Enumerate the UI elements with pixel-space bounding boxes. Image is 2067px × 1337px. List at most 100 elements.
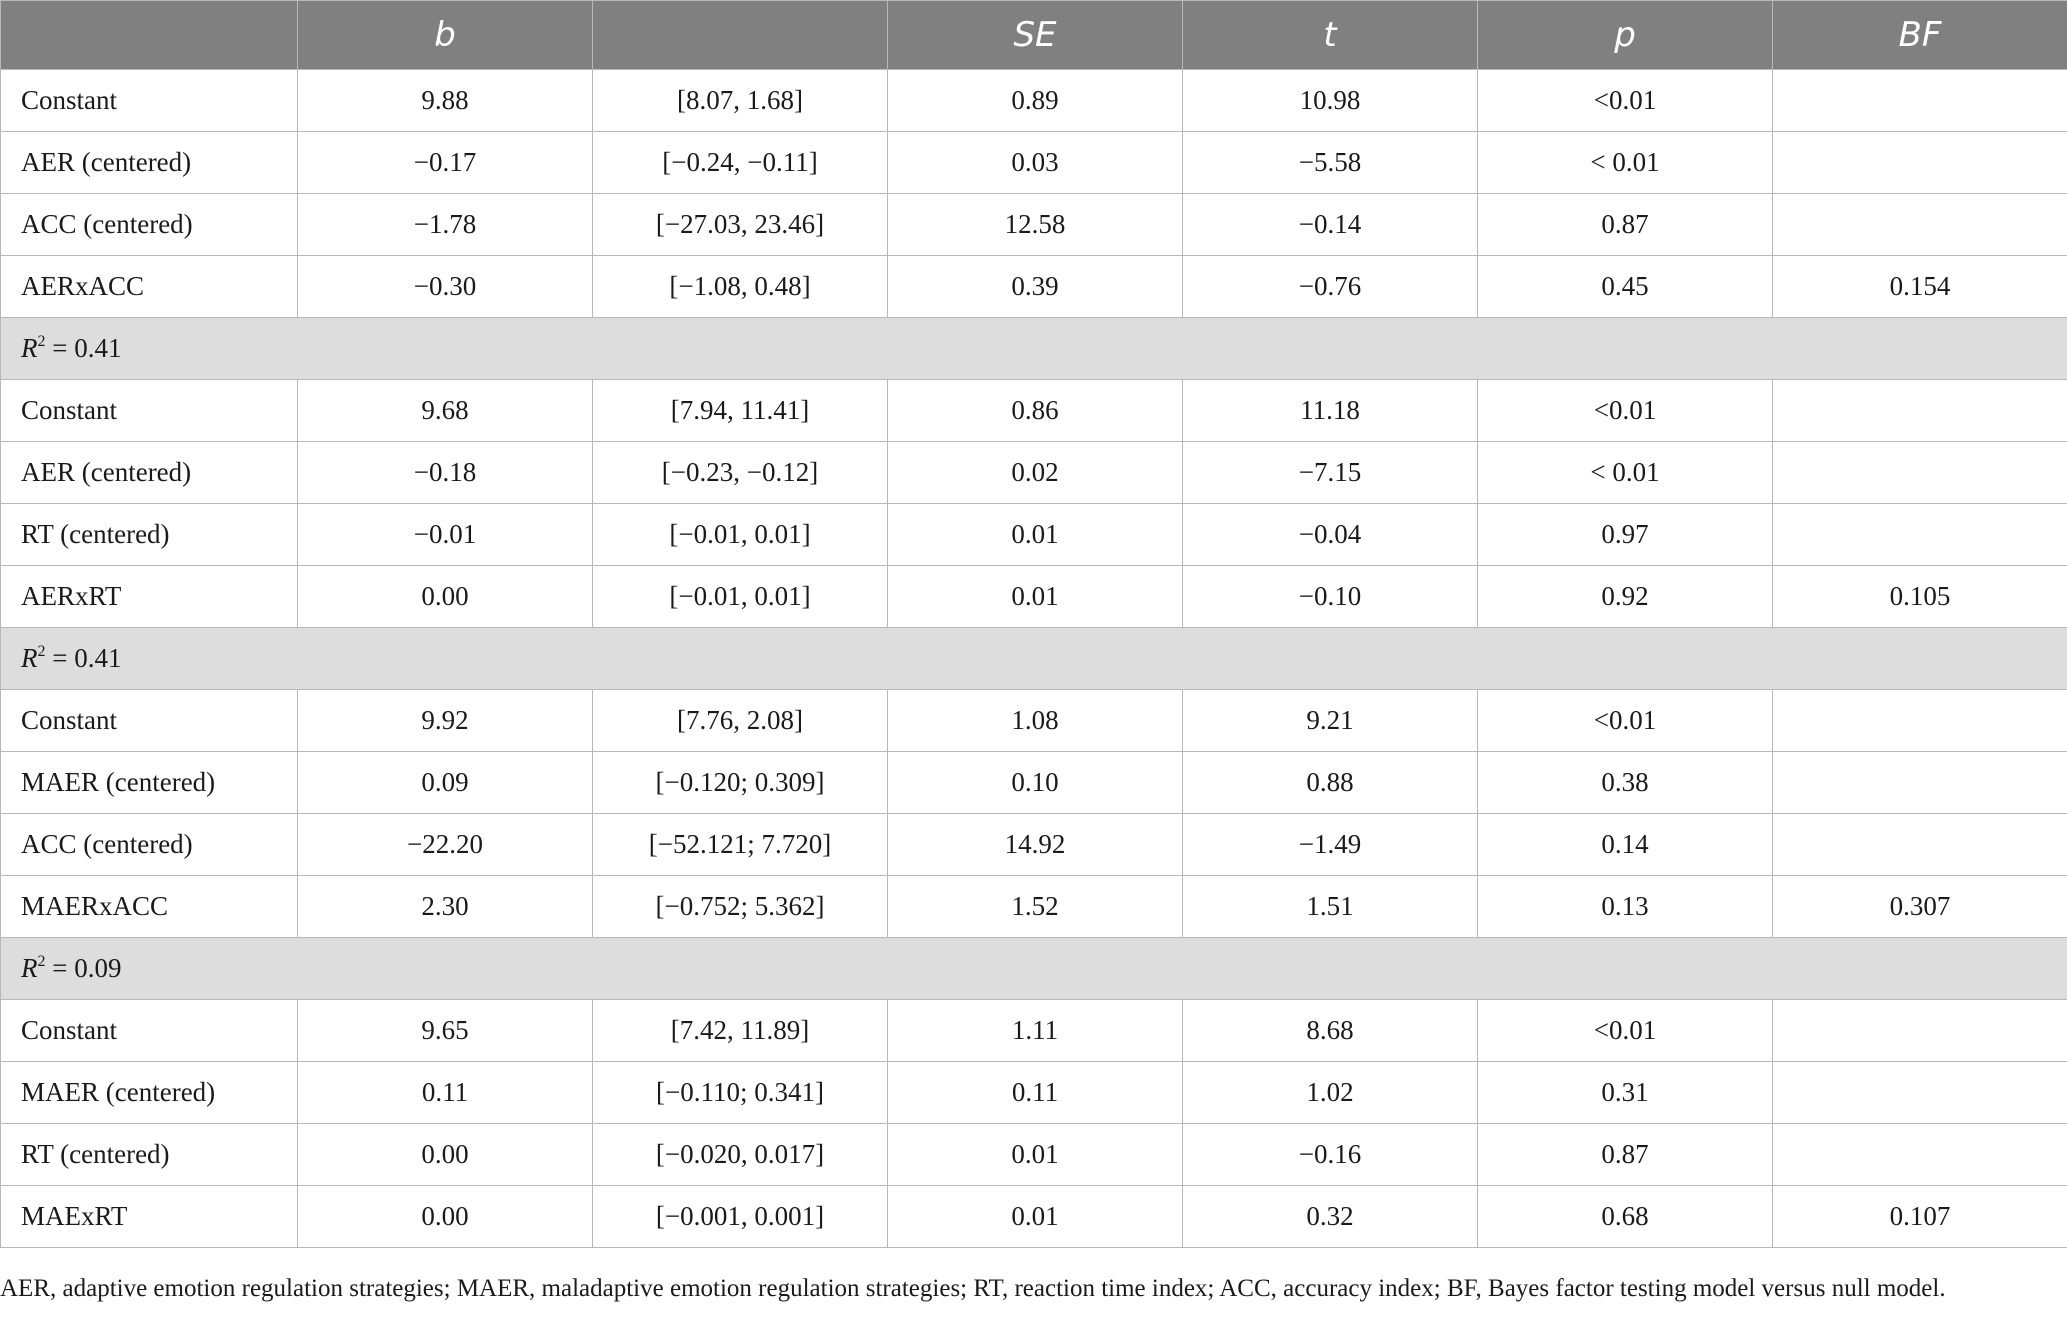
- cell-term: RT (centered): [0, 1123, 298, 1186]
- cell-t: 1.51: [1182, 875, 1478, 938]
- r-squared-cell: R2 = 0.41: [0, 627, 2067, 690]
- table-footnote: AER, adaptive emotion regulation strateg…: [0, 1275, 1946, 1302]
- cell-t: −7.15: [1182, 441, 1478, 504]
- r-squared-cell: R2 = 0.41: [0, 317, 2067, 380]
- cell-se: 0.10: [887, 751, 1183, 814]
- cell-bf: [1772, 813, 2067, 876]
- cell-se: 12.58: [887, 193, 1183, 256]
- cell-t: 1.02: [1182, 1061, 1478, 1124]
- cell-se: 1.52: [887, 875, 1183, 938]
- r-squared-value: 0.09: [74, 953, 122, 983]
- cell-bf: 0.107: [1772, 1185, 2067, 1248]
- model-fit-row: R2 = 0.09: [0, 937, 2067, 1000]
- cell-ci: [−0.001, 0.001]: [592, 1185, 888, 1248]
- cell-ci: [7.76, 2.08]: [592, 689, 888, 752]
- cell-p: 0.97: [1477, 503, 1773, 566]
- header-term: [0, 0, 298, 70]
- table-row: Constant 9.88 [8.07, 1.68] 0.89 10.98 <0.01: [0, 69, 2067, 132]
- cell-b: 9.68: [297, 379, 593, 442]
- cell-p: 0.31: [1477, 1061, 1773, 1124]
- cell-b: 2.30: [297, 875, 593, 938]
- cell-b: 9.92: [297, 689, 593, 752]
- cell-ci: [−52.121; 7.720]: [592, 813, 888, 876]
- cell-term: Constant: [0, 69, 298, 132]
- cell-t: −0.10: [1182, 565, 1478, 628]
- cell-bf: [1772, 1123, 2067, 1186]
- cell-bf: 0.154: [1772, 255, 2067, 318]
- cell-p: 0.92: [1477, 565, 1773, 628]
- r-squared-symbol: R: [21, 643, 38, 673]
- cell-b: 9.65: [297, 999, 593, 1062]
- cell-bf: [1772, 503, 2067, 566]
- cell-term: Constant: [0, 689, 298, 752]
- cell-ci: [−1.08, 0.48]: [592, 255, 888, 318]
- cell-se: 0.01: [887, 1123, 1183, 1186]
- r-squared-exponent: 2: [37, 953, 46, 970]
- cell-p: 0.87: [1477, 1123, 1773, 1186]
- cell-b: 0.00: [297, 565, 593, 628]
- r-squared-cell: R2 = 0.09: [0, 937, 2067, 1000]
- cell-term: Constant: [0, 379, 298, 442]
- cell-se: 1.11: [887, 999, 1183, 1062]
- cell-term: AERxRT: [0, 565, 298, 628]
- r-squared-equals: =: [45, 953, 75, 983]
- cell-b: 0.00: [297, 1123, 593, 1186]
- table-row: Constant 9.68 [7.94, 11.41] 0.86 11.18 <0.01: [0, 379, 2067, 442]
- cell-t: −5.58: [1182, 131, 1478, 194]
- cell-ci: [−27.03, 23.46]: [592, 193, 888, 256]
- cell-bf: [1772, 999, 2067, 1062]
- cell-term: AER (centered): [0, 131, 298, 194]
- header-bf: BF: [1772, 0, 2067, 70]
- cell-p: 0.13: [1477, 875, 1773, 938]
- cell-p: < 0.01: [1477, 441, 1773, 504]
- cell-p: <0.01: [1477, 689, 1773, 752]
- cell-p: <0.01: [1477, 379, 1773, 442]
- cell-b: −22.20: [297, 813, 593, 876]
- model-fit-row: R2 = 0.41: [0, 317, 2067, 380]
- r-squared-exponent: 2: [37, 643, 46, 660]
- cell-p: 0.68: [1477, 1185, 1773, 1248]
- table-row: MAER (centered) 0.11 [−0.110; 0.341] 0.11 1.…: [0, 1061, 2067, 1124]
- table-row: ACC (centered) −1.78 [−27.03, 23.46] 12.58−…: [0, 193, 2067, 256]
- cell-b: −0.18: [297, 441, 593, 504]
- cell-b: −0.01: [297, 503, 593, 566]
- table-row: RT (centered) −0.01 [−0.01, 0.01] 0.01 −0.04…: [0, 503, 2067, 566]
- cell-bf: [1772, 751, 2067, 814]
- cell-ci: [8.07, 1.68]: [592, 69, 888, 132]
- cell-b: 0.11: [297, 1061, 593, 1124]
- cell-b: 0.00: [297, 1185, 593, 1248]
- cell-t: −0.76: [1182, 255, 1478, 318]
- table-row: MAERxACC 2.30 [−0.752; 5.362] 1.52 1.51 0.13 0…: [0, 875, 2067, 938]
- cell-t: −0.04: [1182, 503, 1478, 566]
- cell-term: AERxACC: [0, 255, 298, 318]
- header-ci: [592, 0, 888, 70]
- cell-b: 9.88: [297, 69, 593, 132]
- table-row: AER (centered) −0.18 [−0.23, −0.12] 0.02 −7.…: [0, 441, 2067, 504]
- r-squared-equals: =: [45, 333, 75, 363]
- cell-term: MAERxACC: [0, 875, 298, 938]
- header-b: b: [297, 0, 593, 70]
- r-squared-symbol: R: [21, 333, 38, 363]
- cell-bf: [1772, 379, 2067, 442]
- cell-p: 0.87: [1477, 193, 1773, 256]
- cell-term: MAER (centered): [0, 751, 298, 814]
- header-t: t: [1182, 0, 1478, 70]
- table-row: AER (centered) −0.17 [−0.24, −0.11] 0.03 −5.…: [0, 131, 2067, 194]
- cell-ci: [−0.020, 0.017]: [592, 1123, 888, 1186]
- cell-term: MAExRT: [0, 1185, 298, 1248]
- cell-b: −1.78: [297, 193, 593, 256]
- cell-se: 0.11: [887, 1061, 1183, 1124]
- cell-se: 0.39: [887, 255, 1183, 318]
- r-squared-exponent: 2: [37, 333, 46, 350]
- cell-p: <0.01: [1477, 999, 1773, 1062]
- cell-bf: [1772, 69, 2067, 132]
- cell-term: Constant: [0, 999, 298, 1062]
- cell-t: −1.49: [1182, 813, 1478, 876]
- cell-bf: 0.307: [1772, 875, 2067, 938]
- cell-t: 0.88: [1182, 751, 1478, 814]
- cell-ci: [−0.01, 0.01]: [592, 503, 888, 566]
- header-se: SE: [887, 0, 1183, 70]
- cell-ci: [−0.110; 0.341]: [592, 1061, 888, 1124]
- cell-se: 0.86: [887, 379, 1183, 442]
- cell-term: AER (centered): [0, 441, 298, 504]
